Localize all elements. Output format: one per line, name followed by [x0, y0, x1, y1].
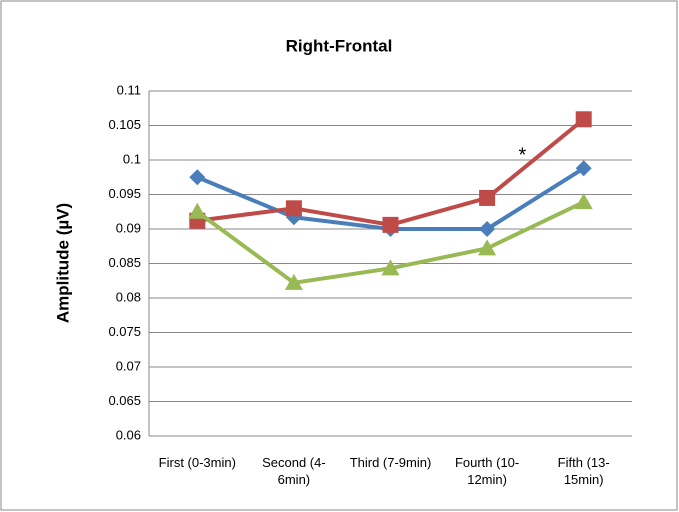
point	[285, 200, 302, 217]
x-tick-label: Fourth (10-12min)	[454, 455, 520, 487]
point	[284, 273, 303, 290]
y-tick-label: 0.065	[108, 393, 141, 408]
y-tick-label: 0.1	[123, 151, 141, 166]
x-tick-label: Third (7-9min)	[349, 455, 432, 470]
annotation: *	[519, 144, 527, 166]
x-tick-label: Second (4-6min)	[262, 455, 326, 487]
point	[188, 202, 207, 219]
x-tick-label: First (0-3min)	[158, 455, 236, 470]
point	[382, 216, 399, 233]
point	[575, 111, 592, 128]
point	[479, 189, 496, 206]
y-tick-label: 0.075	[108, 324, 141, 339]
point	[478, 239, 497, 256]
x-tick-label: Fifth (13-15min)	[557, 455, 610, 487]
point	[381, 259, 400, 276]
y-tick-label: 0.07	[116, 358, 141, 373]
y-tick-label: 0.095	[108, 186, 141, 201]
point	[574, 193, 593, 210]
y-tick-label: 0.06	[116, 427, 141, 442]
point	[575, 160, 592, 177]
y-tick-label: 0.08	[116, 289, 141, 304]
point	[189, 169, 206, 186]
y-tick-label: 0.105	[108, 117, 141, 132]
y-axis-label: Amplitude (µV)	[53, 203, 72, 323]
y-tick-label: 0.085	[108, 255, 141, 270]
chart-title: Right-Frontal	[286, 36, 393, 55]
point	[479, 221, 496, 237]
y-tick-label: 0.11	[117, 82, 141, 97]
y-tick-label: 0.09	[116, 220, 141, 235]
